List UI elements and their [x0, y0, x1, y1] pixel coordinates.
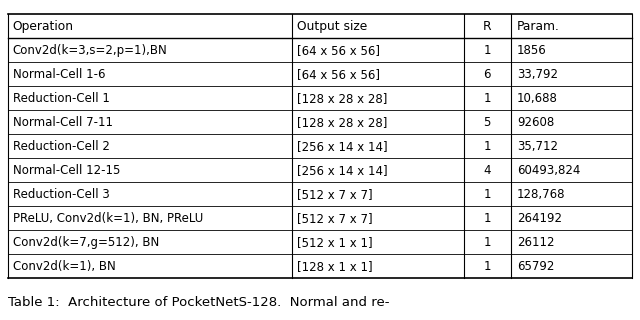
Text: Output size: Output size	[297, 20, 367, 33]
Text: [128 x 28 x 28]: [128 x 28 x 28]	[297, 116, 387, 129]
Text: 1: 1	[483, 44, 491, 57]
Text: 5: 5	[483, 116, 491, 129]
Text: [512 x 1 x 1]: [512 x 1 x 1]	[297, 236, 372, 249]
Text: 1856: 1856	[517, 44, 547, 57]
Text: 1: 1	[483, 212, 491, 225]
Text: Conv2d(k=3,s=2,p=1),BN: Conv2d(k=3,s=2,p=1),BN	[13, 44, 168, 57]
Text: [128 x 1 x 1]: [128 x 1 x 1]	[297, 260, 372, 273]
Text: [256 x 14 x 14]: [256 x 14 x 14]	[297, 164, 388, 177]
Text: [128 x 28 x 28]: [128 x 28 x 28]	[297, 92, 387, 105]
Text: [256 x 14 x 14]: [256 x 14 x 14]	[297, 140, 388, 153]
Text: [64 x 56 x 56]: [64 x 56 x 56]	[297, 68, 380, 81]
Text: Reduction-Cell 2: Reduction-Cell 2	[13, 140, 109, 153]
Text: [64 x 56 x 56]: [64 x 56 x 56]	[297, 44, 380, 57]
Text: 264192: 264192	[517, 212, 562, 225]
Text: Reduction-Cell 3: Reduction-Cell 3	[13, 188, 109, 201]
Text: Table 1:  Architecture of PocketNetS-128.  Normal and re-: Table 1: Architecture of PocketNetS-128.…	[8, 296, 389, 309]
Text: 1: 1	[483, 92, 491, 105]
Text: [512 x 7 x 7]: [512 x 7 x 7]	[297, 212, 372, 225]
Text: 10,688: 10,688	[517, 92, 558, 105]
Text: R: R	[483, 20, 492, 33]
Text: 60493,824: 60493,824	[517, 164, 580, 177]
Text: Conv2d(k=1), BN: Conv2d(k=1), BN	[13, 260, 116, 273]
Text: Normal-Cell 12-15: Normal-Cell 12-15	[13, 164, 120, 177]
Text: 92608: 92608	[517, 116, 554, 129]
Text: [512 x 7 x 7]: [512 x 7 x 7]	[297, 188, 372, 201]
Text: Normal-Cell 1-6: Normal-Cell 1-6	[13, 68, 106, 81]
Text: Conv2d(k=7,g=512), BN: Conv2d(k=7,g=512), BN	[13, 236, 159, 249]
Text: Normal-Cell 7-11: Normal-Cell 7-11	[13, 116, 113, 129]
Text: 65792: 65792	[517, 260, 554, 273]
Text: Operation: Operation	[13, 20, 74, 33]
Text: Param.: Param.	[517, 20, 560, 33]
Text: PReLU, Conv2d(k=1), BN, PReLU: PReLU, Conv2d(k=1), BN, PReLU	[13, 212, 203, 225]
Text: 26112: 26112	[517, 236, 554, 249]
Text: 1: 1	[483, 188, 491, 201]
Text: 128,768: 128,768	[517, 188, 565, 201]
Text: 33,792: 33,792	[517, 68, 558, 81]
Text: 1: 1	[483, 236, 491, 249]
Text: 35,712: 35,712	[517, 140, 558, 153]
Text: 1: 1	[483, 140, 491, 153]
Text: 6: 6	[483, 68, 491, 81]
Text: 4: 4	[483, 164, 491, 177]
Text: Reduction-Cell 1: Reduction-Cell 1	[13, 92, 109, 105]
Text: 1: 1	[483, 260, 491, 273]
